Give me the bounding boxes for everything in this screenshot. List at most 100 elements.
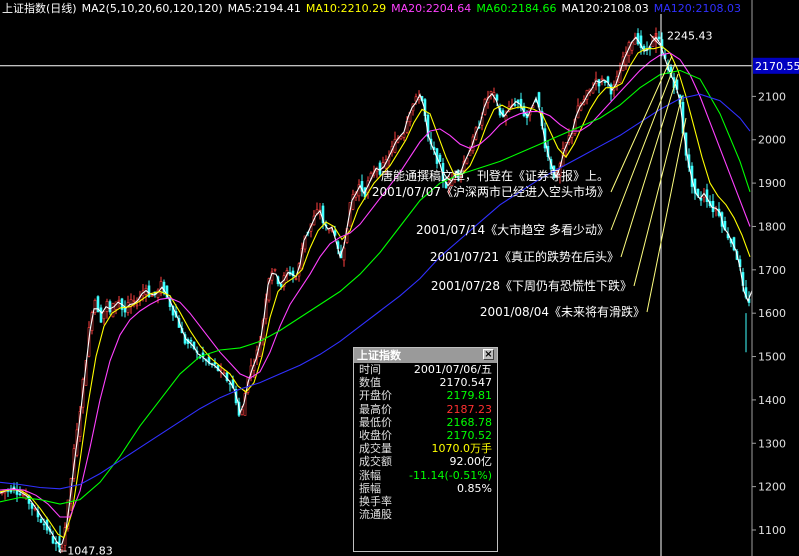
data-row-value: 2170.52: [446, 428, 493, 442]
candle-body: [39, 518, 43, 523]
data-row-key: 成交量: [359, 442, 392, 456]
annotation-leader: [610, 55, 673, 193]
candle-body: [99, 307, 103, 323]
data-row-key: 振幅: [359, 481, 381, 495]
candle-body: [657, 36, 661, 40]
data-row-value: 2179.81: [446, 389, 493, 403]
data-row-key: 成交额: [359, 455, 392, 469]
crosshair-price-label: 2170.55: [755, 60, 799, 73]
high-label: 2245.43: [667, 29, 713, 42]
data-row: 成交额 92.00亿: [354, 455, 497, 468]
data-row-value: 92.00亿: [449, 455, 493, 469]
candle-body: [492, 92, 496, 96]
annotation-label: 2001/07/28《下周仍有恐慌性下跌》: [431, 278, 632, 293]
annotation-leader: [633, 95, 683, 287]
chart-title: 上证指数(日线): [2, 2, 77, 15]
candle-body: [165, 285, 169, 298]
data-window-title[interactable]: 上证指数 ×: [354, 348, 497, 363]
candle-body: [60, 546, 64, 551]
candle-body: [102, 311, 106, 320]
candle-body: [624, 52, 628, 66]
data-row-value: 2170.547: [439, 376, 493, 390]
y-tick-label: 1600: [758, 307, 786, 320]
y-tick-label: 2000: [758, 134, 786, 147]
candle-body: [360, 181, 364, 192]
annotation-intro: 唐能通撰稿文章，刊登在《证券导报》上。: [381, 168, 609, 183]
data-row: 换手率: [354, 495, 497, 508]
candle-body: [51, 536, 55, 544]
data-row: 收盘价 2170.52: [354, 429, 497, 442]
ma-values: MA5:2194.41 MA10:2210.29 MA20:2204.64 MA60:…: [228, 2, 746, 15]
plot-area: [0, 14, 753, 556]
data-row-key: 流通股: [359, 508, 392, 522]
close-icon[interactable]: ×: [483, 349, 494, 360]
ma-value-5: MA120:2108.03: [653, 2, 741, 15]
candle-body: [402, 133, 406, 138]
y-tick-label: 1200: [758, 481, 786, 494]
candle-body: [273, 268, 277, 271]
annotation-label: 2001/08/04《未来将有滑跌》: [480, 304, 645, 319]
data-row: 开盘价 2179.81: [354, 389, 497, 402]
candle-body: [639, 35, 643, 48]
data-row-value: 2168.78: [446, 415, 493, 429]
candle-body: [135, 304, 139, 307]
candle-body: [147, 285, 151, 297]
y-tick-label: 1500: [758, 351, 786, 364]
ma-line-ma5: [0, 36, 753, 546]
candle-body: [21, 494, 25, 497]
data-row-value: 0.85%: [457, 481, 492, 495]
candle-body: [294, 278, 298, 280]
candle-body: [438, 154, 442, 162]
candle-body: [513, 104, 517, 106]
data-row-value: 2001/07/06/五: [413, 363, 492, 376]
y-tick-label: 1700: [758, 264, 786, 277]
crosshair-price-box: [753, 57, 799, 74]
y-tick-label: 2100: [758, 90, 786, 103]
candle-body: [240, 409, 244, 416]
candle-body: [150, 295, 154, 297]
data-row-key: 最低价: [359, 415, 392, 429]
data-row: 涨幅 -11.14(-0.51%): [354, 469, 497, 482]
ma-line-ma60: [0, 69, 751, 505]
ma-params: MA2(5,10,20,60,120,120): [81, 2, 223, 15]
data-row: 振幅 0.85%: [354, 482, 497, 495]
annotations: ←1047.832245.43唐能通撰稿文章，刊登在《证券导报》上。2001/0…: [58, 29, 713, 556]
data-row-key: 开盘价: [359, 389, 392, 403]
y-tick-label: 1900: [758, 177, 786, 190]
ma-value-1: MA10:2210.29: [305, 2, 387, 15]
candle-body: [96, 296, 100, 313]
annotation-leader: [610, 63, 676, 231]
ma-value-3: MA60:2184.66: [476, 2, 557, 15]
candle-body: [600, 78, 604, 80]
data-row-value: 2187.23: [446, 402, 493, 416]
candle-body: [219, 368, 223, 371]
annotation-label: 2001/07/14《大市趋空 多看少动》: [416, 222, 609, 237]
data-row: 成交量 1070.0万手: [354, 442, 497, 455]
candle-body: [18, 493, 22, 496]
candle-body: [495, 94, 499, 101]
y-tick-label: 1800: [758, 220, 786, 233]
data-row: 数值 2170.547: [354, 376, 497, 389]
data-row: 流通股: [354, 508, 497, 521]
data-row-key: 时间: [359, 363, 381, 376]
candle-body: [279, 283, 283, 287]
data-row: 最高价 2187.23: [354, 403, 497, 416]
ma-value-0: MA5:2194.41: [227, 2, 301, 15]
data-row-key: 涨幅: [359, 468, 381, 482]
candle-body: [321, 205, 325, 224]
candle-body: [711, 200, 715, 213]
data-row-value: -11.14(-0.51%): [409, 468, 492, 482]
annotation-leader: [646, 117, 687, 313]
price-axis: 1100 1200 1300 1400 1500 1600 1700 1800 1900 2000…: [751, 0, 799, 556]
y-tick-label: 1400: [758, 394, 786, 407]
ma-line-ma120: [0, 93, 751, 490]
candle-body: [111, 303, 115, 318]
candle-body: [189, 339, 193, 342]
data-window-rows: 时间 2001/07/06/五 数值 2170.547 开盘价 2179.81 最高价 218…: [354, 363, 497, 521]
data-window[interactable]: 上证指数 × 时间 2001/07/06/五 数值 2170.547 开盘价 2179.8…: [353, 347, 498, 552]
y-tick-label: 1100: [758, 524, 786, 537]
annotation-label: 2001/07/21《真正的跌势在后头》: [430, 249, 619, 264]
candle-body: [156, 289, 160, 298]
candle-body: [414, 96, 418, 102]
